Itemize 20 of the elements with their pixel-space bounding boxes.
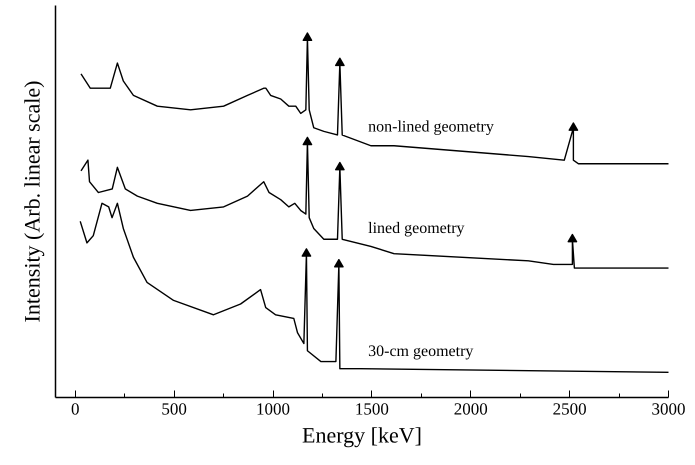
x-tick-label: 1500 xyxy=(354,400,389,418)
x-tick-label: 2500 xyxy=(552,400,587,418)
x-axis-title: Energy [keV] xyxy=(302,422,422,448)
point xyxy=(567,234,578,242)
series-label: 30-cm geometry xyxy=(368,342,474,360)
point xyxy=(568,122,578,131)
point xyxy=(334,162,345,170)
x-tick-label: 2000 xyxy=(454,400,488,418)
point xyxy=(302,136,312,146)
point xyxy=(302,32,312,41)
point xyxy=(334,258,344,268)
x-tick-label: 3000 xyxy=(652,400,686,418)
x-tick-label: 1000 xyxy=(256,400,290,418)
point xyxy=(334,57,345,66)
series-label: non-lined geometry xyxy=(368,118,494,136)
point xyxy=(301,248,312,257)
x-tick-label: 500 xyxy=(161,400,187,418)
series-label: lined geometry xyxy=(368,220,465,237)
x-tick-label: 0 xyxy=(71,400,80,418)
y-axis-title: Intensity (Arb. linear scale) xyxy=(20,80,44,322)
